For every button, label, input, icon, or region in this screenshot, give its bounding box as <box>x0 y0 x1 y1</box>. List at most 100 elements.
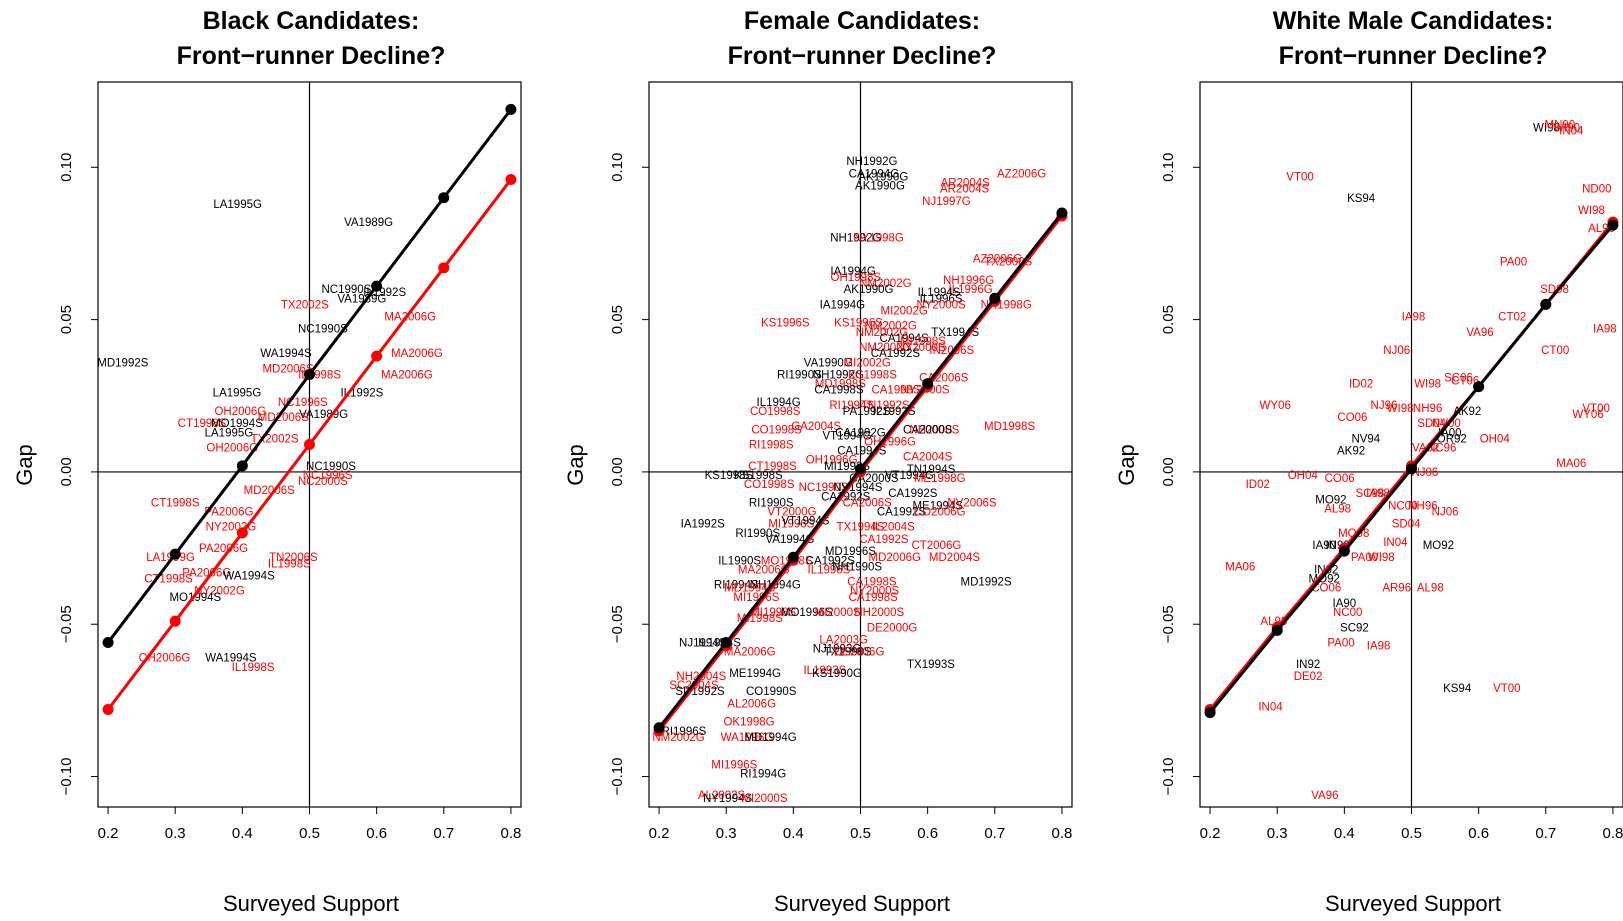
x-tick-label: 0.2 <box>649 825 670 842</box>
point-label: IL2004S <box>872 522 915 534</box>
point-label: MI1998S <box>900 336 946 348</box>
x-axis-label: Surveyed Support <box>223 891 399 916</box>
point-label: NC1996S <box>303 470 353 482</box>
point-label: CA1998S <box>814 385 864 397</box>
point-label: VT00 <box>1582 403 1610 415</box>
point-label: DE02 <box>1294 671 1323 683</box>
point-label: MO1996S <box>781 607 833 619</box>
point-label: MO92 <box>1423 540 1454 552</box>
point-label: DE2000G <box>867 622 918 634</box>
point-label: NH1996G <box>943 275 994 287</box>
y-tick-label: −0.05 <box>609 605 626 643</box>
x-tick-label: 0.5 <box>850 825 871 842</box>
y-tick-label: 0.10 <box>58 153 75 182</box>
point-label: IA98 <box>1402 312 1426 324</box>
point-label: MO92 <box>1315 494 1346 506</box>
point-label: IA1992S <box>681 519 725 531</box>
y-tick-label: 0.10 <box>1160 153 1177 182</box>
point-label: NC1990S <box>799 482 849 494</box>
x-tick-label: 0.8 <box>500 825 521 842</box>
point-label: NY1994S <box>703 793 753 805</box>
point-label: WI98 <box>1368 552 1395 564</box>
point-label: IA90 <box>1312 540 1336 552</box>
point-label: MA2006G <box>384 312 436 324</box>
point-label: RI1990S <box>735 528 780 540</box>
point-label: MD1998S <box>984 421 1035 433</box>
point-label: IL1990S <box>718 555 761 567</box>
point-label: MI1998S <box>750 607 796 619</box>
point-label: SC98 <box>1355 488 1384 500</box>
point-label: IA1994G <box>830 266 875 278</box>
point-label: MA06 <box>1225 561 1255 573</box>
point-label: NM2002G <box>859 278 911 290</box>
point-label: IA98 <box>1366 488 1390 500</box>
y-tick-label: −0.10 <box>1160 758 1177 796</box>
point-label: AK92 <box>1337 446 1365 458</box>
x-axis-label: Surveyed Support <box>774 891 950 916</box>
point-label: CO2006G <box>914 507 966 519</box>
point-label: KS1996S <box>834 318 883 330</box>
point-label: IL1998S <box>232 662 275 674</box>
point-label: KS94 <box>1443 683 1472 695</box>
point-label: OH1996G <box>806 455 858 467</box>
point-label: CA1992S <box>877 507 927 519</box>
point-label: CA1992S <box>871 348 921 360</box>
point-label: IA1994G <box>820 299 865 311</box>
point-label: RI1990S <box>777 369 822 381</box>
x-axis-label: Surveyed Support <box>1325 891 1501 916</box>
point-label: MD1998S <box>815 379 866 391</box>
point-label: CA2000S <box>903 424 953 436</box>
fit-point-red <box>505 173 517 185</box>
point-label: CO1998S <box>750 406 801 418</box>
fit-point-red <box>438 262 450 274</box>
point-label: OK1998G <box>723 717 774 729</box>
point-label: NH2000S <box>909 424 959 436</box>
fit-point-black <box>787 551 799 563</box>
point-label: OH2006G <box>139 653 191 665</box>
point-label: IL1994S <box>918 287 961 299</box>
point-label: KS94 <box>1347 193 1376 205</box>
fit-point-red <box>102 704 114 716</box>
point-label: IA90 <box>1333 598 1357 610</box>
x-tick-label: 0.8 <box>1051 825 1072 842</box>
point-label: IN92 <box>1296 659 1320 671</box>
point-label: CT06 <box>1451 376 1479 388</box>
point-label: MD1994S <box>724 583 775 595</box>
point-label: WA1996G <box>721 732 774 744</box>
point-label: CO1998S <box>751 424 802 436</box>
point-label: NJ1993G <box>813 644 862 656</box>
point-label: WA1994S <box>223 570 275 582</box>
point-label: NH1990S <box>832 561 882 573</box>
point-label: IL1996S <box>808 564 851 576</box>
fit-point-black <box>102 637 114 649</box>
point-label: SC92 <box>1340 622 1369 634</box>
point-label: NH96 <box>1413 403 1442 415</box>
point-label: VA1989G <box>344 217 393 229</box>
y-tick-label: 0.00 <box>1160 457 1177 486</box>
point-label: NC00 <box>1333 607 1362 619</box>
point-label: MD1994G <box>744 732 796 744</box>
point-label: ME1994S <box>912 500 963 512</box>
point-label: TX1993S <box>907 659 955 671</box>
point-label: NH1992G <box>813 369 864 381</box>
point-label: DE2006G <box>834 647 885 659</box>
point-label: CA1992S <box>888 488 938 500</box>
x-tick-label: 0.4 <box>232 825 253 842</box>
x-tick-label: 0.4 <box>1334 825 1355 842</box>
point-label: PA2006G <box>199 543 248 555</box>
point-label: WI90 <box>1553 123 1580 135</box>
fit-point-black <box>169 548 181 560</box>
point-label: NY1998G <box>853 232 904 244</box>
point-label: CT1998S <box>178 418 227 430</box>
point-label: AL2006G <box>727 698 776 710</box>
point-label: PA00 <box>1351 552 1378 564</box>
point-label: MA2006G <box>724 647 776 659</box>
point-label: AR2004S <box>941 178 991 190</box>
y-axis-label: Gap <box>1114 444 1139 486</box>
fit-point-black <box>1204 707 1216 719</box>
point-label: KS1998S <box>848 369 897 381</box>
point-label: TN1992S <box>861 400 910 412</box>
x-tick-label: 0.3 <box>716 825 737 842</box>
point-label: AZ2006G <box>997 168 1046 180</box>
point-label: AL98 <box>1417 583 1444 595</box>
